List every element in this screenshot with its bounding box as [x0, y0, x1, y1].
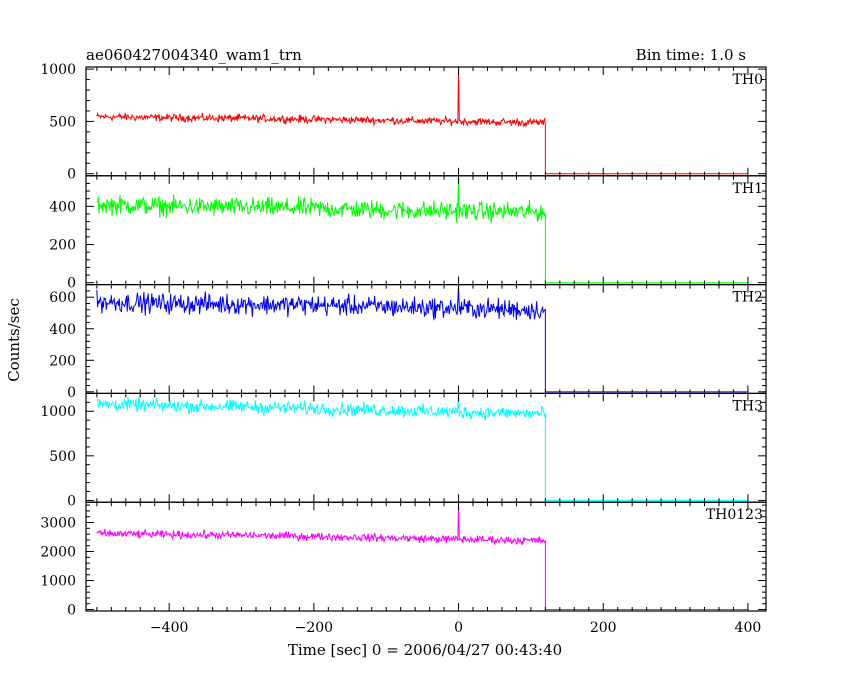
x-tick-label: 0 [454, 620, 463, 636]
y-tick-label: 2000 [40, 545, 76, 561]
y-tick-label: 3000 [40, 516, 76, 532]
y-tick-label: 1000 [40, 62, 76, 78]
x-axis-label: Time [sec] 0 = 2006/04/27 00:43:40 [288, 641, 562, 659]
series-line-th1 [96, 175, 748, 284]
y-tick-label: 500 [49, 114, 76, 130]
series-line-th2 [96, 284, 748, 393]
panels-group: 0 500 1000 TH0 0 200 400 TH1 0 200 400 600 TH2 0 500 10… [40, 62, 767, 636]
x-tick-label: −400 [150, 620, 188, 636]
panel-frame [85, 175, 767, 286]
panel-th1: 0 200 400 TH1 [49, 175, 767, 292]
series-line-th0 [96, 66, 748, 175]
y-tick-label: 0 [67, 603, 76, 619]
y-tick-label: 500 [49, 449, 76, 465]
y-axis-label: Counts/sec [5, 298, 23, 382]
y-tick-label: 1000 [40, 404, 76, 420]
bin-time-label: Bin time: 1.0 s [636, 46, 746, 64]
panel-th0: 0 500 1000 TH0 [40, 62, 767, 183]
y-tick-label: 200 [49, 238, 76, 254]
y-tick-label: 400 [49, 322, 76, 338]
panel-label-th1: TH1 [733, 181, 763, 197]
panel-label-th2: TH2 [733, 290, 763, 306]
panel-frame [85, 501, 767, 612]
y-tick-label: 600 [49, 290, 76, 306]
panel-label-th0123: TH0123 [706, 507, 763, 523]
panel-th3: 0 500 1000 TH3 [40, 392, 767, 509]
y-tick-label: 0 [67, 493, 76, 509]
x-tick-label: 200 [590, 620, 617, 636]
chart-title: ae060427004340_wam1_trn [86, 46, 302, 64]
panel-label-th0: TH0 [733, 72, 763, 88]
panel-th2: 0 200 400 600 TH2 [49, 284, 767, 401]
y-tick-label: 400 [49, 199, 76, 215]
y-tick-label: 1000 [40, 574, 76, 590]
panel-th0123: 0 1000 2000 3000 TH0123 [40, 501, 767, 619]
y-tick-label: 0 [67, 167, 76, 183]
y-tick-label: 0 [67, 385, 76, 401]
series-line-th0123 [96, 502, 748, 611]
y-tick-label: 200 [49, 353, 76, 369]
panel-label-th3: TH3 [733, 398, 763, 414]
x-tick-label: 400 [735, 620, 762, 636]
y-tick-label: 0 [67, 276, 76, 292]
x-tick-label: −200 [295, 620, 333, 636]
series-line-th3 [96, 393, 748, 501]
